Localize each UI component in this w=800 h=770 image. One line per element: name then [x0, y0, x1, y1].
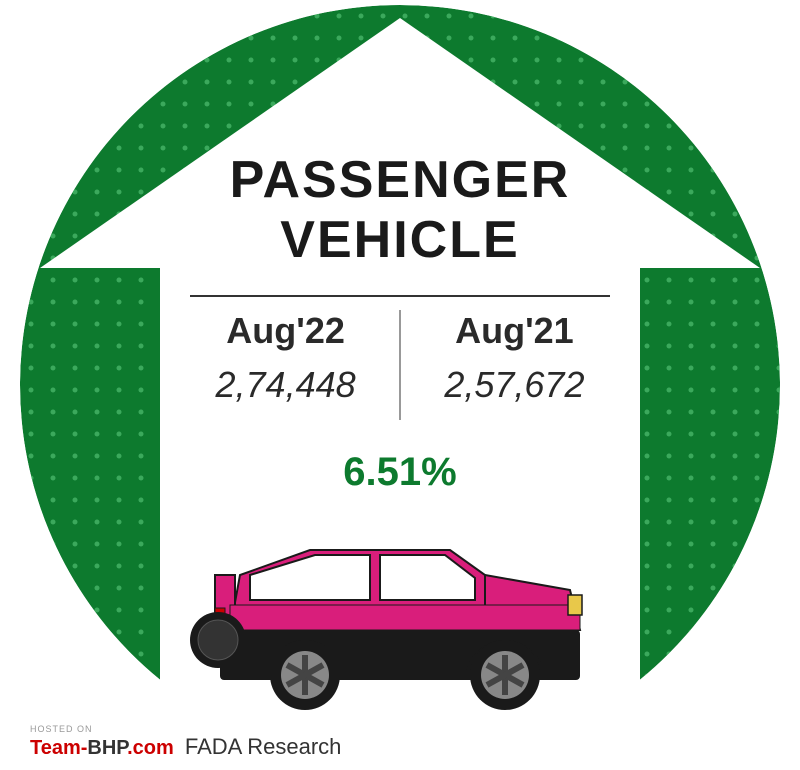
title-line-1: PASSENGER [230, 150, 571, 210]
footer-attribution: HOSTED ON Team-BHP.com FADA Research [30, 724, 341, 760]
title-line-2: VEHICLE [230, 210, 571, 270]
watermark-brand: Team-BHP.com FADA Research [30, 734, 341, 760]
prior-period-label: Aug'21 [409, 310, 620, 352]
source-text: FADA Research [185, 734, 342, 759]
current-period-value: 2,74,448 [180, 364, 391, 406]
infographic-title: PASSENGER VEHICLE [230, 150, 571, 270]
current-period-label: Aug'22 [180, 310, 391, 352]
title-divider [190, 295, 610, 297]
car-illustration [190, 520, 610, 720]
prior-period-column: Aug'21 2,57,672 [409, 310, 620, 406]
hosted-label: HOSTED ON [30, 724, 341, 734]
current-period-column: Aug'22 2,74,448 [180, 310, 391, 406]
vertical-divider [399, 310, 401, 420]
percent-change: 6.51% [343, 450, 456, 495]
prior-period-value: 2,57,672 [409, 364, 620, 406]
